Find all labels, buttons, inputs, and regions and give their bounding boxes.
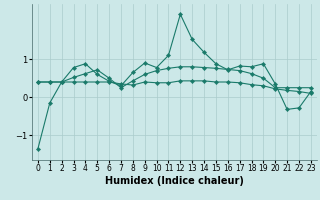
X-axis label: Humidex (Indice chaleur): Humidex (Indice chaleur) <box>105 176 244 186</box>
